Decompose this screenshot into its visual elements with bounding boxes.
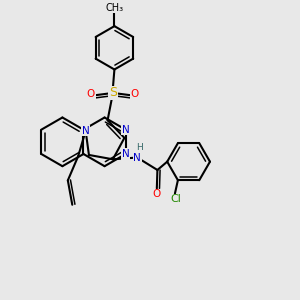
Text: N: N: [122, 125, 130, 135]
Text: Cl: Cl: [170, 194, 181, 205]
Text: H: H: [136, 142, 143, 152]
Text: N: N: [133, 152, 141, 163]
Text: N: N: [82, 126, 89, 136]
Text: N: N: [122, 149, 130, 159]
Text: S: S: [109, 86, 117, 99]
Text: O: O: [131, 89, 139, 99]
Text: O: O: [87, 89, 95, 99]
Text: O: O: [153, 189, 161, 199]
Text: CH₃: CH₃: [105, 3, 124, 13]
